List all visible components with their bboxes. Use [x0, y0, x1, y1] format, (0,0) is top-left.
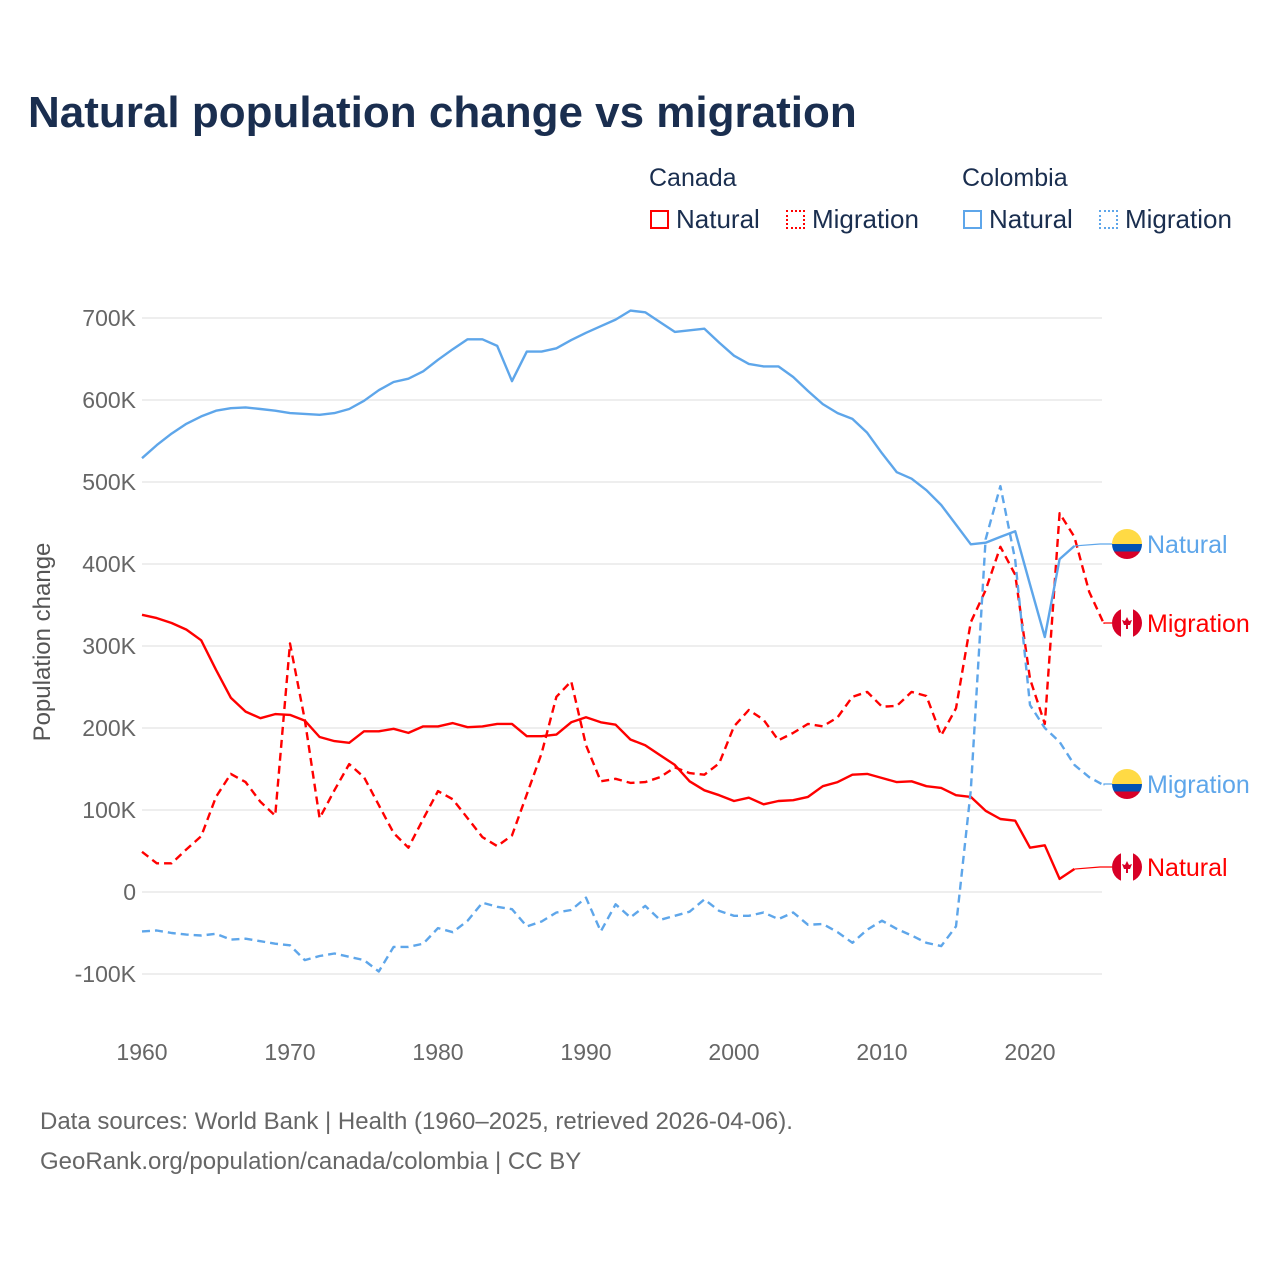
y-axis-label: Population change: [29, 543, 56, 742]
legend-swatch-dotted: [1099, 210, 1118, 229]
y-tick-label: 500K: [82, 469, 136, 495]
legend-item-canada-natural[interactable]: Natural: [650, 204, 760, 235]
y-tick-label: 700K: [82, 305, 136, 331]
legend-item-colombia-migration[interactable]: Migration: [1099, 204, 1232, 235]
y-tick-label: 200K: [82, 715, 136, 741]
end-label: Migration: [1147, 610, 1250, 638]
legend-label: Migration: [812, 204, 919, 234]
end-label: Migration: [1147, 771, 1250, 799]
colombia-flag-icon: [1112, 529, 1142, 559]
footer-sources: Data sources: World Bank | Health (1960–…: [40, 1108, 793, 1135]
legend-item-colombia-natural[interactable]: Natural: [963, 204, 1073, 235]
canada-flag-icon: [1112, 608, 1142, 638]
end-label-connector: [1074, 866, 1112, 870]
legend-item-canada-migration[interactable]: Migration: [786, 204, 919, 235]
legend-country-canada: Canada: [649, 164, 737, 192]
end-label-connector: [1103, 783, 1112, 786]
y-tick-label: 0: [123, 879, 136, 905]
x-tick-label: 1960: [116, 1039, 167, 1065]
end-label-connector: [1074, 543, 1112, 547]
legend-label: Migration: [1125, 204, 1232, 234]
canada-flag-icon: [1112, 852, 1142, 882]
end-label: Natural: [1147, 854, 1228, 882]
chart-title: Natural population change vs migration: [28, 88, 857, 137]
series-line-canada-natural[interactable]: [141, 613, 1076, 881]
x-tick-label: 2020: [1004, 1039, 1055, 1065]
series-line-colombia-migration[interactable]: [141, 484, 1105, 973]
legend-swatch-dotted: [786, 210, 805, 229]
footer-credit: GeoRank.org/population/canada/colombia |…: [40, 1148, 582, 1175]
series-line-canada-migration[interactable]: [141, 512, 1106, 865]
x-tick-label: 1970: [264, 1039, 315, 1065]
y-tick-label: -100K: [75, 961, 137, 987]
x-tick-label: 2010: [856, 1039, 907, 1065]
colombia-flag-icon: [1112, 769, 1142, 799]
y-tick-label: 100K: [82, 797, 136, 823]
y-tick-label: 600K: [82, 387, 136, 413]
series-line-colombia-natural[interactable]: [141, 309, 1076, 639]
legend-country-colombia: Colombia: [962, 164, 1068, 192]
y-tick-label: 300K: [82, 633, 136, 659]
legend-label: Natural: [989, 204, 1073, 234]
legend-swatch-solid: [963, 210, 982, 229]
legend-label: Natural: [676, 204, 760, 234]
x-tick-label: 1990: [560, 1039, 611, 1065]
y-tick-label: 400K: [82, 551, 136, 577]
x-tick-label: 2000: [708, 1039, 759, 1065]
x-tick-label: 1980: [412, 1039, 463, 1065]
end-label: Natural: [1147, 531, 1228, 559]
end-label-connector: [1103, 622, 1112, 624]
legend-swatch-solid: [650, 210, 669, 229]
